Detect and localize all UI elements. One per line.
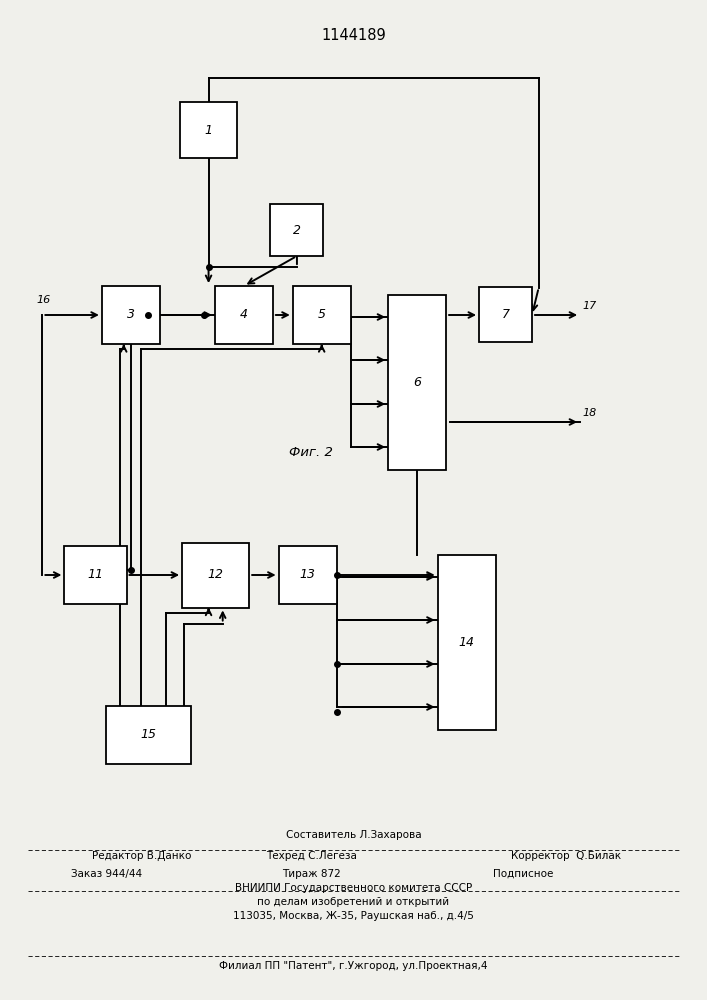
FancyBboxPatch shape	[279, 546, 337, 604]
FancyBboxPatch shape	[479, 287, 532, 342]
FancyBboxPatch shape	[182, 542, 249, 608]
Text: Тираж 872: Тираж 872	[281, 869, 341, 879]
FancyBboxPatch shape	[438, 554, 496, 730]
Text: 4: 4	[240, 308, 248, 322]
FancyBboxPatch shape	[215, 286, 273, 344]
Text: Корректор  Q.Билак: Корректор Q.Билак	[510, 851, 621, 861]
Text: 16: 16	[37, 295, 51, 305]
FancyBboxPatch shape	[64, 546, 127, 604]
Text: Составитель Л.Захарова: Составитель Л.Захарова	[286, 830, 421, 840]
Text: 11: 11	[88, 568, 103, 582]
FancyBboxPatch shape	[388, 294, 446, 470]
Text: 18: 18	[583, 408, 597, 418]
FancyBboxPatch shape	[106, 706, 191, 764]
Text: 2: 2	[293, 224, 301, 236]
Text: Филиал ПП "Патент", г.Ужгород, ул.Проектная,4: Филиал ПП "Патент", г.Ужгород, ул.Проект…	[219, 961, 488, 971]
Text: 113035, Москва, Ж-35, Раушская наб., д.4/5: 113035, Москва, Ж-35, Раушская наб., д.4…	[233, 911, 474, 921]
FancyBboxPatch shape	[270, 204, 324, 256]
Text: 13: 13	[300, 568, 315, 582]
Text: Подписное: Подписное	[493, 869, 554, 879]
Text: Техред С.Легеза: Техред С.Легеза	[266, 851, 356, 861]
Text: Заказ 944/44: Заказ 944/44	[71, 869, 142, 879]
Text: 7: 7	[501, 308, 510, 322]
FancyBboxPatch shape	[293, 286, 351, 344]
Text: 1144189: 1144189	[321, 28, 386, 43]
Text: 14: 14	[459, 636, 474, 648]
FancyBboxPatch shape	[102, 286, 160, 344]
Text: 1: 1	[204, 123, 213, 136]
Text: 3: 3	[127, 308, 135, 322]
Text: 17: 17	[583, 301, 597, 311]
Text: 5: 5	[317, 308, 326, 322]
Text: Редактор В.Данко: Редактор В.Данко	[92, 851, 192, 861]
Text: ВНИИПИ Государственного комитета СССР: ВНИИПИ Государственного комитета СССР	[235, 883, 472, 893]
FancyBboxPatch shape	[180, 102, 237, 157]
Text: по делам изобретений и открытий: по делам изобретений и открытий	[257, 897, 450, 907]
Text: Фиг. 2: Фиг. 2	[289, 446, 333, 458]
Text: 15: 15	[141, 728, 156, 742]
Text: 6: 6	[413, 375, 421, 388]
Text: 12: 12	[208, 568, 223, 582]
